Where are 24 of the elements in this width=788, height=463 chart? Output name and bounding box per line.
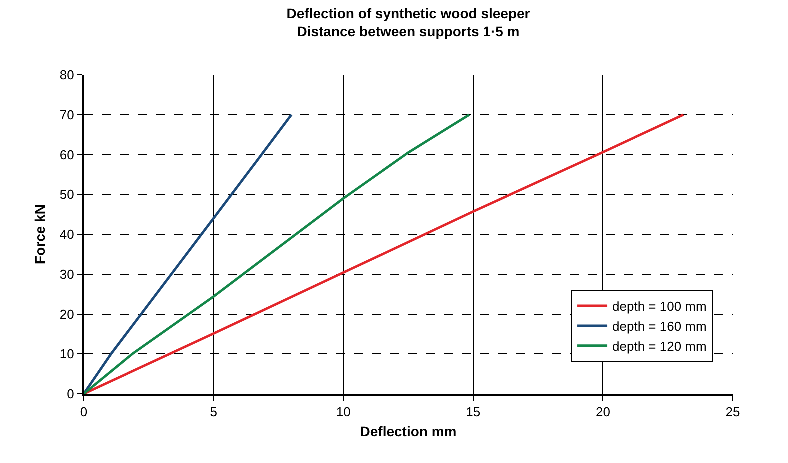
y-tick-label: 50 [60, 187, 74, 202]
y-tick-label: 20 [60, 306, 74, 322]
y-tick-label: 0 [67, 386, 74, 402]
y-tick-label: 30 [60, 266, 74, 282]
x-tick-label: 0 [80, 404, 88, 420]
x-tick-label: 15 [466, 404, 481, 420]
x-tick-label: 20 [596, 404, 610, 420]
x-tick-label: 5 [210, 404, 218, 420]
y-tick-label: 70 [60, 107, 74, 122]
x-axis-title: Deflection mm [360, 423, 457, 440]
chart-title: Deflection of synthetic wood sleeper Distance between supports 1·5 m [286, 6, 531, 40]
legend-label: depth = 160 mm [612, 319, 707, 334]
line-series [84, 114, 685, 394]
legend-label: depth = 100 mm [612, 299, 707, 314]
x-tick-label: 25 [726, 404, 740, 420]
line-series [84, 114, 293, 394]
x-tick-label: 10 [336, 404, 351, 420]
legend-label: depth = 120 mm [612, 338, 707, 354]
line-series [84, 114, 471, 394]
y-tick-label: 80 [60, 68, 74, 83]
y-tick-label: 40 [60, 227, 74, 242]
y-tick-label: 60 [60, 147, 74, 162]
y-axis-title: Force kN [32, 204, 48, 264]
y-tick-label: 10 [60, 346, 74, 362]
